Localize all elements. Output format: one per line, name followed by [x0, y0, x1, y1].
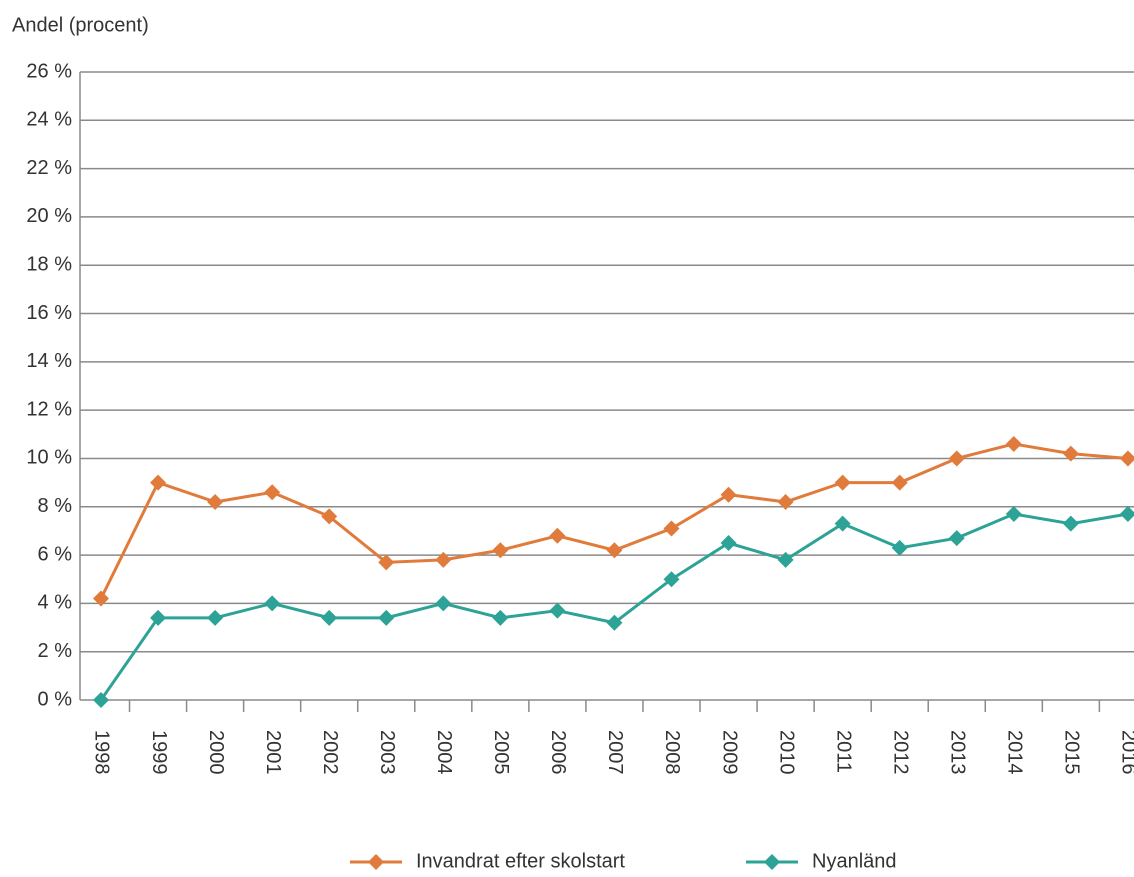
point-marker — [720, 535, 737, 551]
x-tick-label: 2013 — [946, 730, 968, 775]
x-tick-label: 2009 — [718, 730, 740, 775]
point-marker — [492, 542, 509, 559]
point-marker — [606, 614, 623, 631]
point-marker — [891, 539, 908, 556]
point-marker — [1005, 435, 1022, 452]
point-marker — [150, 609, 167, 626]
x-tick-label: 1998 — [91, 730, 113, 775]
legend-marker — [764, 854, 780, 870]
y-tick-label: 22 % — [26, 157, 72, 179]
y-tick-label: 8 % — [38, 495, 73, 517]
y-tick-label: 18 % — [26, 254, 72, 276]
point-marker — [777, 493, 794, 510]
y-tick-label: 14 % — [26, 350, 72, 372]
x-tick-label: 2002 — [319, 730, 341, 775]
legend-item: Nyanländ — [746, 850, 897, 872]
point-marker — [891, 474, 908, 491]
point-marker — [435, 551, 452, 568]
y-tick-label: 10 % — [26, 447, 72, 469]
point-marker — [378, 554, 395, 571]
x-tick-label: 2005 — [490, 730, 512, 775]
x-tick-label: 2010 — [775, 730, 797, 775]
x-tick-label: 2004 — [433, 730, 455, 775]
point-marker — [93, 590, 109, 607]
point-marker — [1119, 506, 1134, 523]
point-marker — [777, 551, 794, 568]
legend-label: Nyanländ — [812, 850, 897, 872]
series-line — [99, 442, 1129, 600]
x-tick-label: 2003 — [376, 730, 398, 775]
legend-label: Invandrat efter skolstart — [416, 850, 625, 872]
y-tick-label: 4 % — [38, 592, 73, 614]
point-marker — [93, 692, 109, 708]
point-marker — [1062, 515, 1079, 532]
point-marker — [834, 515, 851, 532]
x-tick-label: 2006 — [547, 730, 569, 775]
y-tick-label: 0 % — [38, 688, 73, 710]
series-line — [99, 512, 1129, 701]
point-marker — [606, 542, 623, 559]
x-tick-label: 2011 — [832, 730, 854, 773]
x-tick-label: 1999 — [148, 730, 170, 775]
point-marker — [948, 530, 965, 547]
point-marker — [435, 595, 452, 612]
legend-item: Invandrat efter skolstart — [350, 850, 625, 872]
point-marker — [150, 474, 167, 491]
x-tick-label: 2014 — [1004, 730, 1026, 775]
y-tick-label: 12 % — [26, 398, 72, 420]
point-marker — [207, 493, 224, 510]
point-marker — [264, 595, 281, 612]
point-marker — [663, 571, 680, 588]
x-tick-label: 2000 — [205, 730, 227, 775]
point-marker — [207, 609, 224, 626]
x-tick-label: 2001 — [262, 730, 284, 775]
point-marker — [378, 609, 395, 626]
point-marker — [1119, 450, 1134, 467]
point-marker — [264, 484, 281, 501]
y-tick-label: 2 % — [38, 640, 73, 662]
legend-marker — [368, 854, 384, 870]
point-marker — [492, 609, 509, 626]
point-marker — [549, 527, 566, 544]
x-tick-label: 2012 — [889, 730, 911, 775]
y-tick-label: 6 % — [38, 543, 73, 565]
point-marker — [549, 602, 566, 619]
x-tick-label: 2015 — [1061, 730, 1083, 775]
y-tick-label: 26 % — [26, 60, 72, 82]
y-tick-label: 24 % — [26, 109, 72, 131]
point-marker — [321, 508, 338, 525]
y-axis-label: Andel (procent) — [12, 14, 149, 36]
x-tick-label: 2008 — [661, 730, 683, 775]
y-tick-label: 16 % — [26, 302, 72, 324]
point-marker — [321, 609, 338, 626]
point-marker — [1062, 445, 1079, 462]
x-tick-label: 2016 — [1118, 730, 1134, 775]
point-marker — [1005, 506, 1022, 523]
x-tick-label: 2007 — [604, 730, 626, 775]
point-marker — [834, 474, 851, 491]
point-marker — [720, 486, 737, 503]
y-tick-label: 20 % — [26, 205, 72, 227]
point-marker — [663, 520, 680, 537]
point-marker — [948, 450, 965, 467]
